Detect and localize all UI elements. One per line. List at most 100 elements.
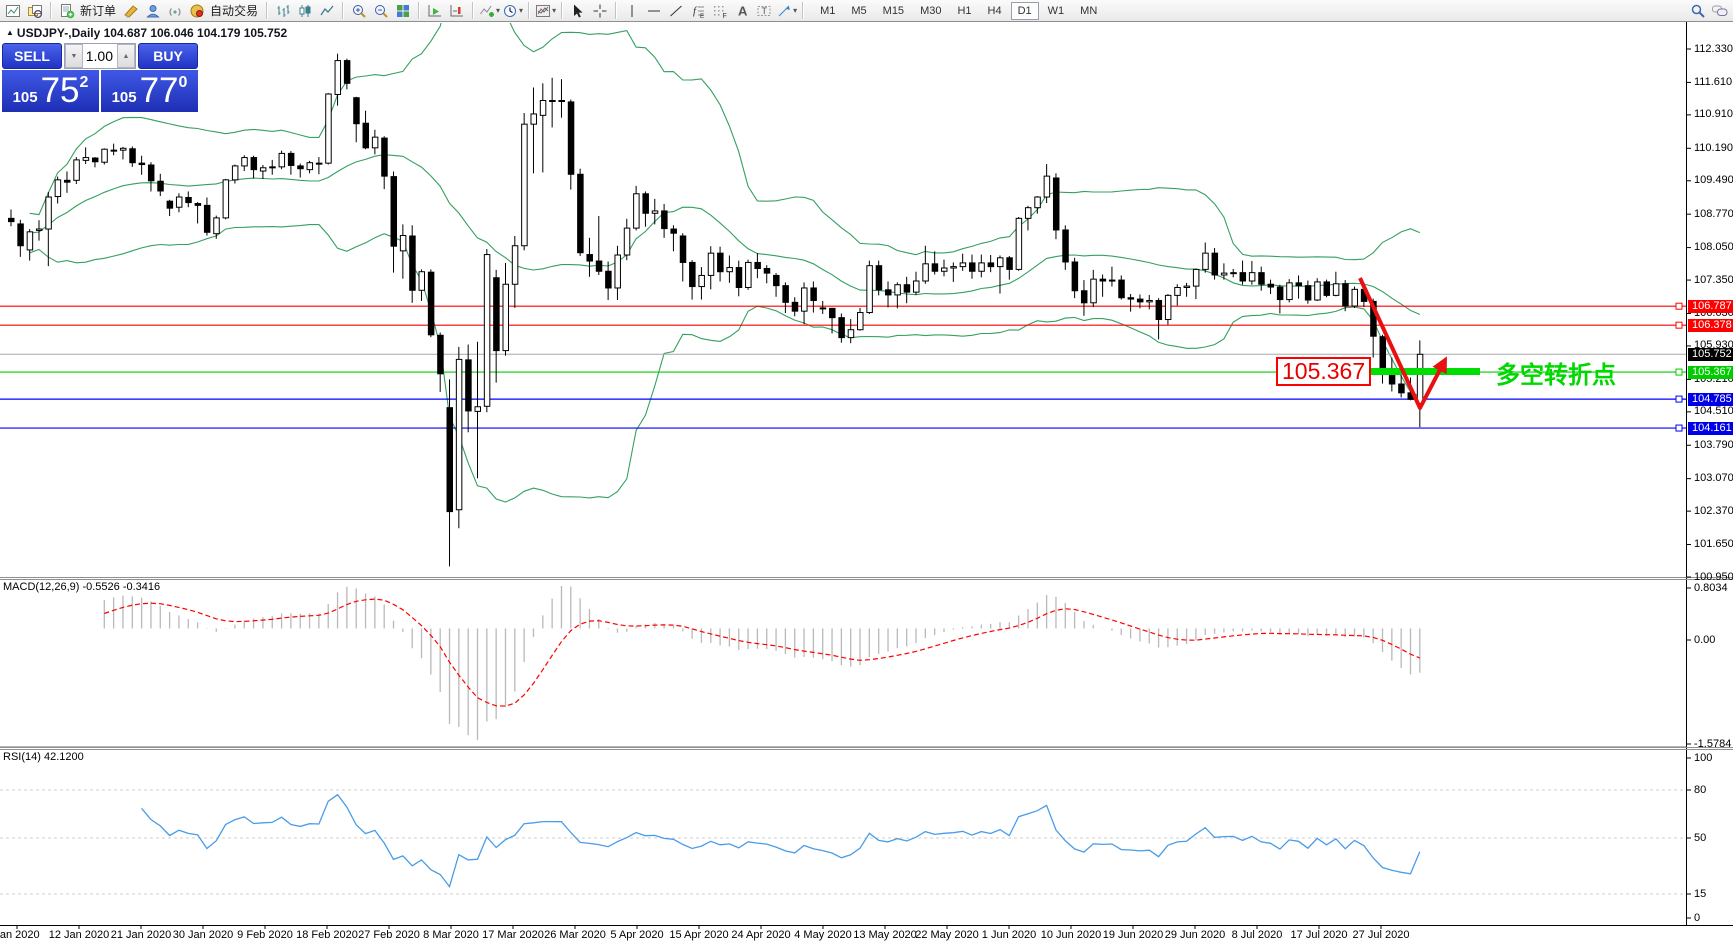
vertical-line-icon <box>631 4 633 17</box>
line-handle[interactable] <box>1675 302 1683 310</box>
red-arrow-annotation[interactable] <box>1358 277 1447 410</box>
rsi-layer <box>0 789 1686 895</box>
candle-body <box>409 235 416 291</box>
chevron-down-icon: ▾ <box>793 6 798 15</box>
candle-body <box>73 159 80 181</box>
sell-price-display[interactable]: 105 75 2 <box>2 70 99 112</box>
new-order-button[interactable] <box>56 1 78 21</box>
buy-button[interactable]: BUY <box>138 43 198 69</box>
candle-body <box>1006 257 1013 270</box>
chat-button[interactable] <box>1709 1 1731 21</box>
search-button[interactable] <box>1687 1 1709 21</box>
chart-shift-button[interactable] <box>446 1 468 21</box>
bar-chart-mode-button[interactable] <box>272 1 294 21</box>
cursor-button[interactable] <box>567 1 589 21</box>
tf-button-W1[interactable]: W1 <box>1047 4 1065 17</box>
buy-price-display[interactable]: 105 77 0 <box>101 70 198 112</box>
candle-body <box>633 193 640 229</box>
crayon-button[interactable] <box>120 1 142 21</box>
candle-body <box>1248 272 1256 282</box>
line-handle[interactable] <box>1675 321 1683 329</box>
toolbar-separator <box>561 2 564 19</box>
price-flag-annotation[interactable]: 105.367 <box>1276 357 1372 386</box>
sell-button[interactable]: SELL <box>2 43 62 69</box>
tf-button-M1[interactable]: M1 <box>820 4 836 17</box>
candle-body <box>1164 294 1172 321</box>
new-chart-button[interactable] <box>2 1 24 21</box>
candle-body <box>1034 196 1041 209</box>
tf-button-M5[interactable]: M5 <box>851 4 867 17</box>
volume-down-button[interactable]: ▼ <box>65 44 83 68</box>
tf-button-H4[interactable]: H4 <box>987 4 1002 17</box>
grid-icon: F <box>714 5 727 19</box>
volume-input[interactable]: 1.00 <box>85 48 113 64</box>
line-handle[interactable] <box>1675 424 1683 432</box>
macd-layer <box>103 586 1421 740</box>
toolbar-separator <box>802 2 805 19</box>
community-icon <box>146 4 160 17</box>
candle-body <box>1416 353 1424 404</box>
svg-text:f: f <box>693 5 698 17</box>
candle-body <box>857 312 864 331</box>
green-highlight-bar[interactable] <box>1353 368 1480 375</box>
macd-label: MACD(12,26,9) -0.5526 -0.3416 <box>3 581 161 593</box>
zoom-out-button[interactable] <box>370 1 392 21</box>
volume-up-button[interactable]: ▲ <box>117 44 135 68</box>
candle-body <box>567 101 575 175</box>
buy-price-pips: 77 <box>139 71 179 110</box>
tf-button-M15[interactable]: M15 <box>882 4 905 17</box>
candle-body <box>446 407 454 513</box>
zoom-in-button[interactable] <box>348 1 370 21</box>
grid-tool-button[interactable]: F <box>709 1 731 21</box>
candle-body <box>483 254 491 407</box>
crosshair-button[interactable] <box>589 1 611 21</box>
indicators-button[interactable]: ▾ <box>478 1 501 21</box>
templates-button[interactable]: ▾ <box>534 1 557 21</box>
tile-windows-button[interactable] <box>392 1 414 21</box>
bollinger-upper-band <box>29 23 1421 261</box>
note-annotation[interactable]: 多空转折点 <box>1496 362 1616 389</box>
shapes-tool-button[interactable]: ▾ <box>775 1 798 21</box>
tf-button-MN[interactable]: MN <box>1080 4 1098 17</box>
horizontal-line-tool-button[interactable] <box>643 1 665 21</box>
line-handle[interactable] <box>1675 395 1683 403</box>
new-order-label[interactable]: 新订单 <box>80 4 117 18</box>
candle-body <box>1043 175 1051 198</box>
search-icon <box>1691 4 1705 18</box>
profiles-button[interactable] <box>24 1 46 21</box>
toolbar-separator <box>342 2 345 19</box>
vertical-line-tool-button[interactable] <box>621 1 643 21</box>
line-handle[interactable] <box>1675 368 1683 376</box>
candle-body <box>968 262 976 272</box>
candlestick-mode-button[interactable] <box>294 1 316 21</box>
candle-body <box>371 136 379 149</box>
community-button[interactable] <box>142 1 164 21</box>
periods-button[interactable]: ▾ <box>501 1 524 21</box>
tf-button-M30[interactable]: M30 <box>920 4 942 17</box>
candle-body <box>717 252 724 273</box>
text-tool-button[interactable]: A <box>731 1 753 21</box>
candle-body <box>390 176 398 247</box>
horizontal-line-icon <box>648 10 661 11</box>
candle-body <box>894 284 901 296</box>
label-tool-button[interactable]: T <box>753 1 775 21</box>
tf-button-H1[interactable]: H1 <box>957 4 972 17</box>
tf-button-D1[interactable]: D1 <box>1010 1 1039 20</box>
trendline-tool-button[interactable] <box>665 1 687 21</box>
candle-body <box>642 193 649 214</box>
candle-body <box>707 252 715 276</box>
line-chart-mode-button[interactable] <box>316 1 338 21</box>
candle-body <box>185 196 192 204</box>
candle-body <box>54 179 62 198</box>
candle-body <box>474 406 481 412</box>
signal-button[interactable] <box>164 1 186 21</box>
annotations-layer <box>1353 277 1480 410</box>
sell-price-pips: 75 <box>40 71 80 110</box>
autotrade-button[interactable] <box>186 1 208 21</box>
rsi-label: RSI(14) 42.1200 <box>3 751 84 763</box>
toolbar-separator <box>472 2 475 19</box>
autotrade-label[interactable]: 自动交易 <box>210 4 259 18</box>
auto-scroll-button[interactable] <box>424 1 446 21</box>
